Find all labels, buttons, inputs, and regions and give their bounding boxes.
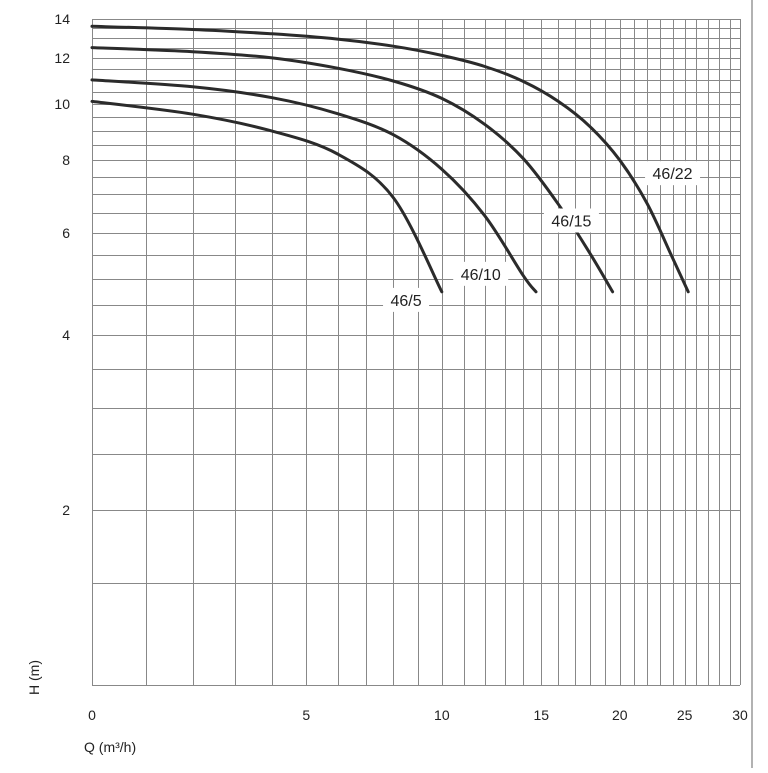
curve-label-bg [543,208,599,233]
y-tick-label: 8 [62,152,70,168]
curve-46-22 [90,24,690,294]
x-tick-label: 15 [533,707,549,723]
tick-labels: 0 5 10 15 20 25 30 2 4 6 8 10 12 14 [54,11,748,723]
y-tick-label: 2 [62,502,70,518]
x-tick-label: 25 [677,707,693,723]
curve-label: 46/10 [461,267,501,284]
y-tick-label: 14 [54,11,70,27]
curve-46-10 [90,78,538,294]
curves [90,24,690,294]
y-tick-label: 12 [54,50,70,66]
x-axis-title: Q (m³/h) [84,739,136,755]
y-tick-label: 6 [62,225,70,241]
curve-46-5 [90,99,444,294]
y-tick-label: 10 [54,96,70,112]
x-tick-label: 10 [434,707,450,723]
x-tick-label: 0 [88,707,96,723]
curve-label: 46/22 [653,166,693,183]
curve-label: 46/5 [390,293,421,310]
curve-label-bg [453,261,509,286]
y-tick-label: 4 [62,327,70,343]
grid [92,19,741,686]
curve-label: 46/15 [551,214,591,231]
x-tick-label: 30 [732,707,748,723]
curve-label-bg [383,287,430,312]
x-tick-label: 20 [612,707,628,723]
y-axis-title: H (m) [26,660,42,695]
x-tick-label: 5 [302,707,310,723]
curve-labels: 46/22 46/15 46/10 46/5 [383,161,701,312]
curve-label-bg [645,161,701,186]
